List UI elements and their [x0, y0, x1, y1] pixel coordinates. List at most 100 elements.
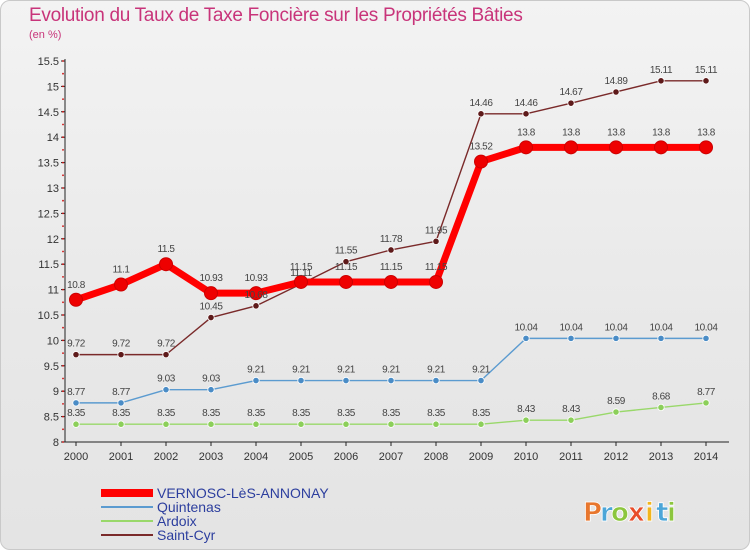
data-label-vernosc-l-s-annonay: 10.8	[67, 280, 86, 291]
data-point-vernosc-l-s-annonay	[69, 292, 83, 307]
data-point-quintenas	[252, 376, 260, 385]
x-tick-label: 2009	[469, 451, 493, 463]
data-point-vernosc-l-s-annonay	[384, 274, 398, 289]
data-label-ardoix: 8.35	[292, 408, 311, 419]
y-tick-label: 14	[47, 132, 59, 144]
x-tick-label: 2004	[244, 451, 268, 463]
data-point-saint-cyr	[522, 110, 530, 118]
data-label-ardoix: 8.68	[652, 391, 671, 402]
y-tick-label: 10	[47, 335, 59, 347]
data-label-saint-cyr: 14.46	[514, 98, 538, 109]
data-label-ardoix: 8.35	[202, 408, 221, 419]
data-label-vernosc-l-s-annonay: 11.1	[112, 265, 130, 276]
data-label-saint-cyr: 11.95	[425, 225, 448, 236]
brand-letter: r	[600, 498, 613, 528]
data-point-saint-cyr	[207, 313, 215, 322]
data-point-vernosc-l-s-annonay	[249, 286, 263, 301]
x-tick-label: 2001	[109, 451, 133, 463]
data-label-quintenas: 9.21	[472, 365, 491, 376]
data-point-quintenas	[207, 386, 215, 394]
x-tick-label: 2012	[604, 451, 628, 463]
data-label-vernosc-l-s-annonay: 13.8	[652, 127, 671, 138]
chart-title: Evolution du Taux de Taxe Foncière sur l…	[29, 5, 523, 26]
y-minor-tick	[62, 187, 64, 189]
y-minor-tick	[62, 276, 64, 278]
data-label-vernosc-l-s-annonay: 13.8	[697, 127, 716, 138]
data-label-quintenas: 8.77	[112, 387, 131, 398]
y-tick-label: 10.5	[38, 310, 59, 322]
data-label-quintenas: 10.04	[559, 322, 583, 333]
brand-letter: o	[611, 498, 629, 528]
data-point-vernosc-l-s-annonay	[654, 140, 668, 155]
y-minor-tick	[62, 110, 64, 113]
data-label-vernosc-l-s-annonay: 10.93	[199, 273, 223, 284]
x-tick-label: 2006	[334, 451, 358, 463]
y-tick-label: 15.5	[38, 56, 59, 68]
data-point-quintenas	[522, 334, 530, 342]
data-label-vernosc-l-s-annonay: 13.8	[562, 127, 581, 138]
x-tick-label: 2002	[154, 451, 178, 463]
y-tick-label: 9.5	[44, 361, 59, 373]
y-minor-tick	[62, 237, 64, 240]
data-label-ardoix: 8.35	[337, 408, 356, 419]
data-point-vernosc-l-s-annonay	[159, 257, 173, 272]
data-point-quintenas	[72, 399, 80, 407]
x-tick-label: 2013	[649, 451, 673, 463]
data-point-vernosc-l-s-annonay	[114, 277, 128, 292]
data-label-vernosc-l-s-annonay: 11.15	[290, 262, 313, 273]
y-minor-tick	[62, 149, 64, 151]
data-point-vernosc-l-s-annonay	[474, 154, 488, 169]
axes: 88.599.51010.51111.51212.51313.51414.515…	[38, 56, 729, 463]
data-label-ardoix: 8.35	[382, 408, 401, 419]
data-label-quintenas: 10.04	[604, 322, 628, 333]
y-minor-tick	[62, 415, 64, 418]
y-minor-tick	[62, 60, 64, 62]
data-label-quintenas: 9.21	[292, 365, 311, 376]
y-minor-tick	[62, 390, 64, 393]
data-point-saint-cyr	[612, 88, 620, 96]
data-point-ardoix	[342, 420, 350, 428]
data-point-ardoix	[432, 420, 440, 428]
data-point-ardoix	[567, 416, 575, 424]
y-tick-label: 14.5	[38, 107, 59, 119]
x-tick-label: 2011	[559, 451, 583, 463]
data-label-vernosc-l-s-annonay: 11.5	[157, 244, 175, 255]
data-label-ardoix: 8.43	[562, 404, 581, 415]
data-label-saint-cyr: 15.11	[650, 65, 673, 76]
data-point-ardoix	[162, 420, 170, 428]
data-point-quintenas	[342, 376, 350, 385]
data-point-saint-cyr	[162, 351, 170, 359]
data-point-ardoix	[72, 420, 80, 428]
y-minor-tick	[62, 123, 64, 126]
data-label-quintenas: 10.04	[649, 322, 673, 333]
data-point-quintenas	[657, 334, 665, 342]
legend-label-vernosc-l-s-annonay: VERNOSC-LèS-ANNONAY	[157, 485, 329, 501]
data-point-saint-cyr	[72, 351, 80, 359]
y-minor-tick	[62, 364, 64, 367]
brand-letter: x	[628, 498, 645, 528]
data-label-saint-cyr: 9.72	[112, 339, 131, 350]
y-minor-tick	[62, 225, 64, 228]
y-minor-tick	[62, 314, 64, 316]
data-point-vernosc-l-s-annonay	[609, 140, 623, 155]
data-label-saint-cyr: 14.67	[559, 87, 583, 98]
y-tick-label: 11.5	[38, 259, 59, 271]
x-tick-label: 2008	[424, 451, 448, 463]
y-minor-tick	[62, 72, 64, 75]
data-label-quintenas: 10.04	[694, 322, 718, 333]
y-tick-label: 8	[53, 437, 59, 449]
x-tick-label: 2000	[64, 451, 88, 463]
data-label-vernosc-l-s-annonay: 11.15	[380, 262, 403, 273]
chart-ylabel: (en %)	[29, 29, 62, 41]
y-minor-tick	[62, 136, 64, 139]
data-point-saint-cyr	[657, 77, 665, 85]
y-tick-label: 8.5	[44, 412, 59, 424]
y-minor-tick	[62, 199, 64, 202]
y-minor-tick	[62, 98, 64, 100]
y-minor-tick	[62, 263, 64, 266]
data-point-ardoix	[477, 420, 485, 428]
data-label-saint-cyr: 14.46	[469, 98, 493, 109]
data-label-quintenas: 9.03	[157, 374, 176, 385]
data-point-quintenas	[117, 399, 125, 407]
data-point-quintenas	[387, 376, 395, 385]
